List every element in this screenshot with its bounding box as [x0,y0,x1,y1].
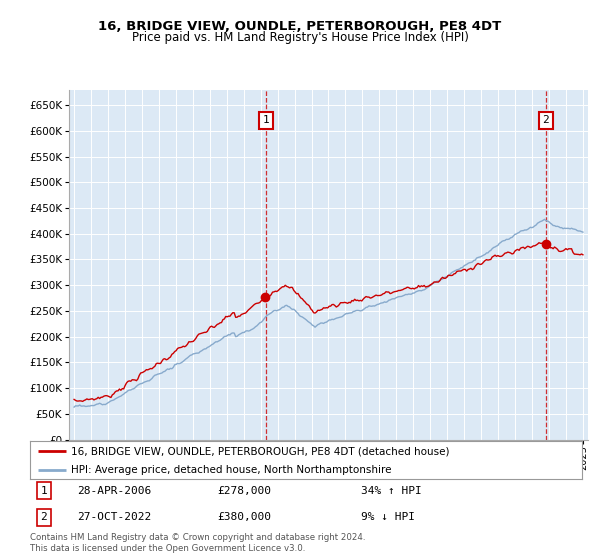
Text: £380,000: £380,000 [218,512,272,522]
Text: Contains HM Land Registry data © Crown copyright and database right 2024.
This d: Contains HM Land Registry data © Crown c… [30,533,365,553]
Text: 27-OCT-2022: 27-OCT-2022 [77,512,151,522]
Text: 1: 1 [263,115,269,125]
Text: £278,000: £278,000 [218,486,272,496]
Text: HPI: Average price, detached house, North Northamptonshire: HPI: Average price, detached house, Nort… [71,465,392,475]
Text: 1: 1 [40,486,47,496]
Text: 28-APR-2006: 28-APR-2006 [77,486,151,496]
Text: 34% ↑ HPI: 34% ↑ HPI [361,486,422,496]
Text: 2: 2 [40,512,47,522]
Text: 16, BRIDGE VIEW, OUNDLE, PETERBOROUGH, PE8 4DT: 16, BRIDGE VIEW, OUNDLE, PETERBOROUGH, P… [98,20,502,32]
Text: 16, BRIDGE VIEW, OUNDLE, PETERBOROUGH, PE8 4DT (detached house): 16, BRIDGE VIEW, OUNDLE, PETERBOROUGH, P… [71,446,450,456]
Text: 2: 2 [542,115,550,125]
Text: 9% ↓ HPI: 9% ↓ HPI [361,512,415,522]
Text: Price paid vs. HM Land Registry's House Price Index (HPI): Price paid vs. HM Land Registry's House … [131,31,469,44]
